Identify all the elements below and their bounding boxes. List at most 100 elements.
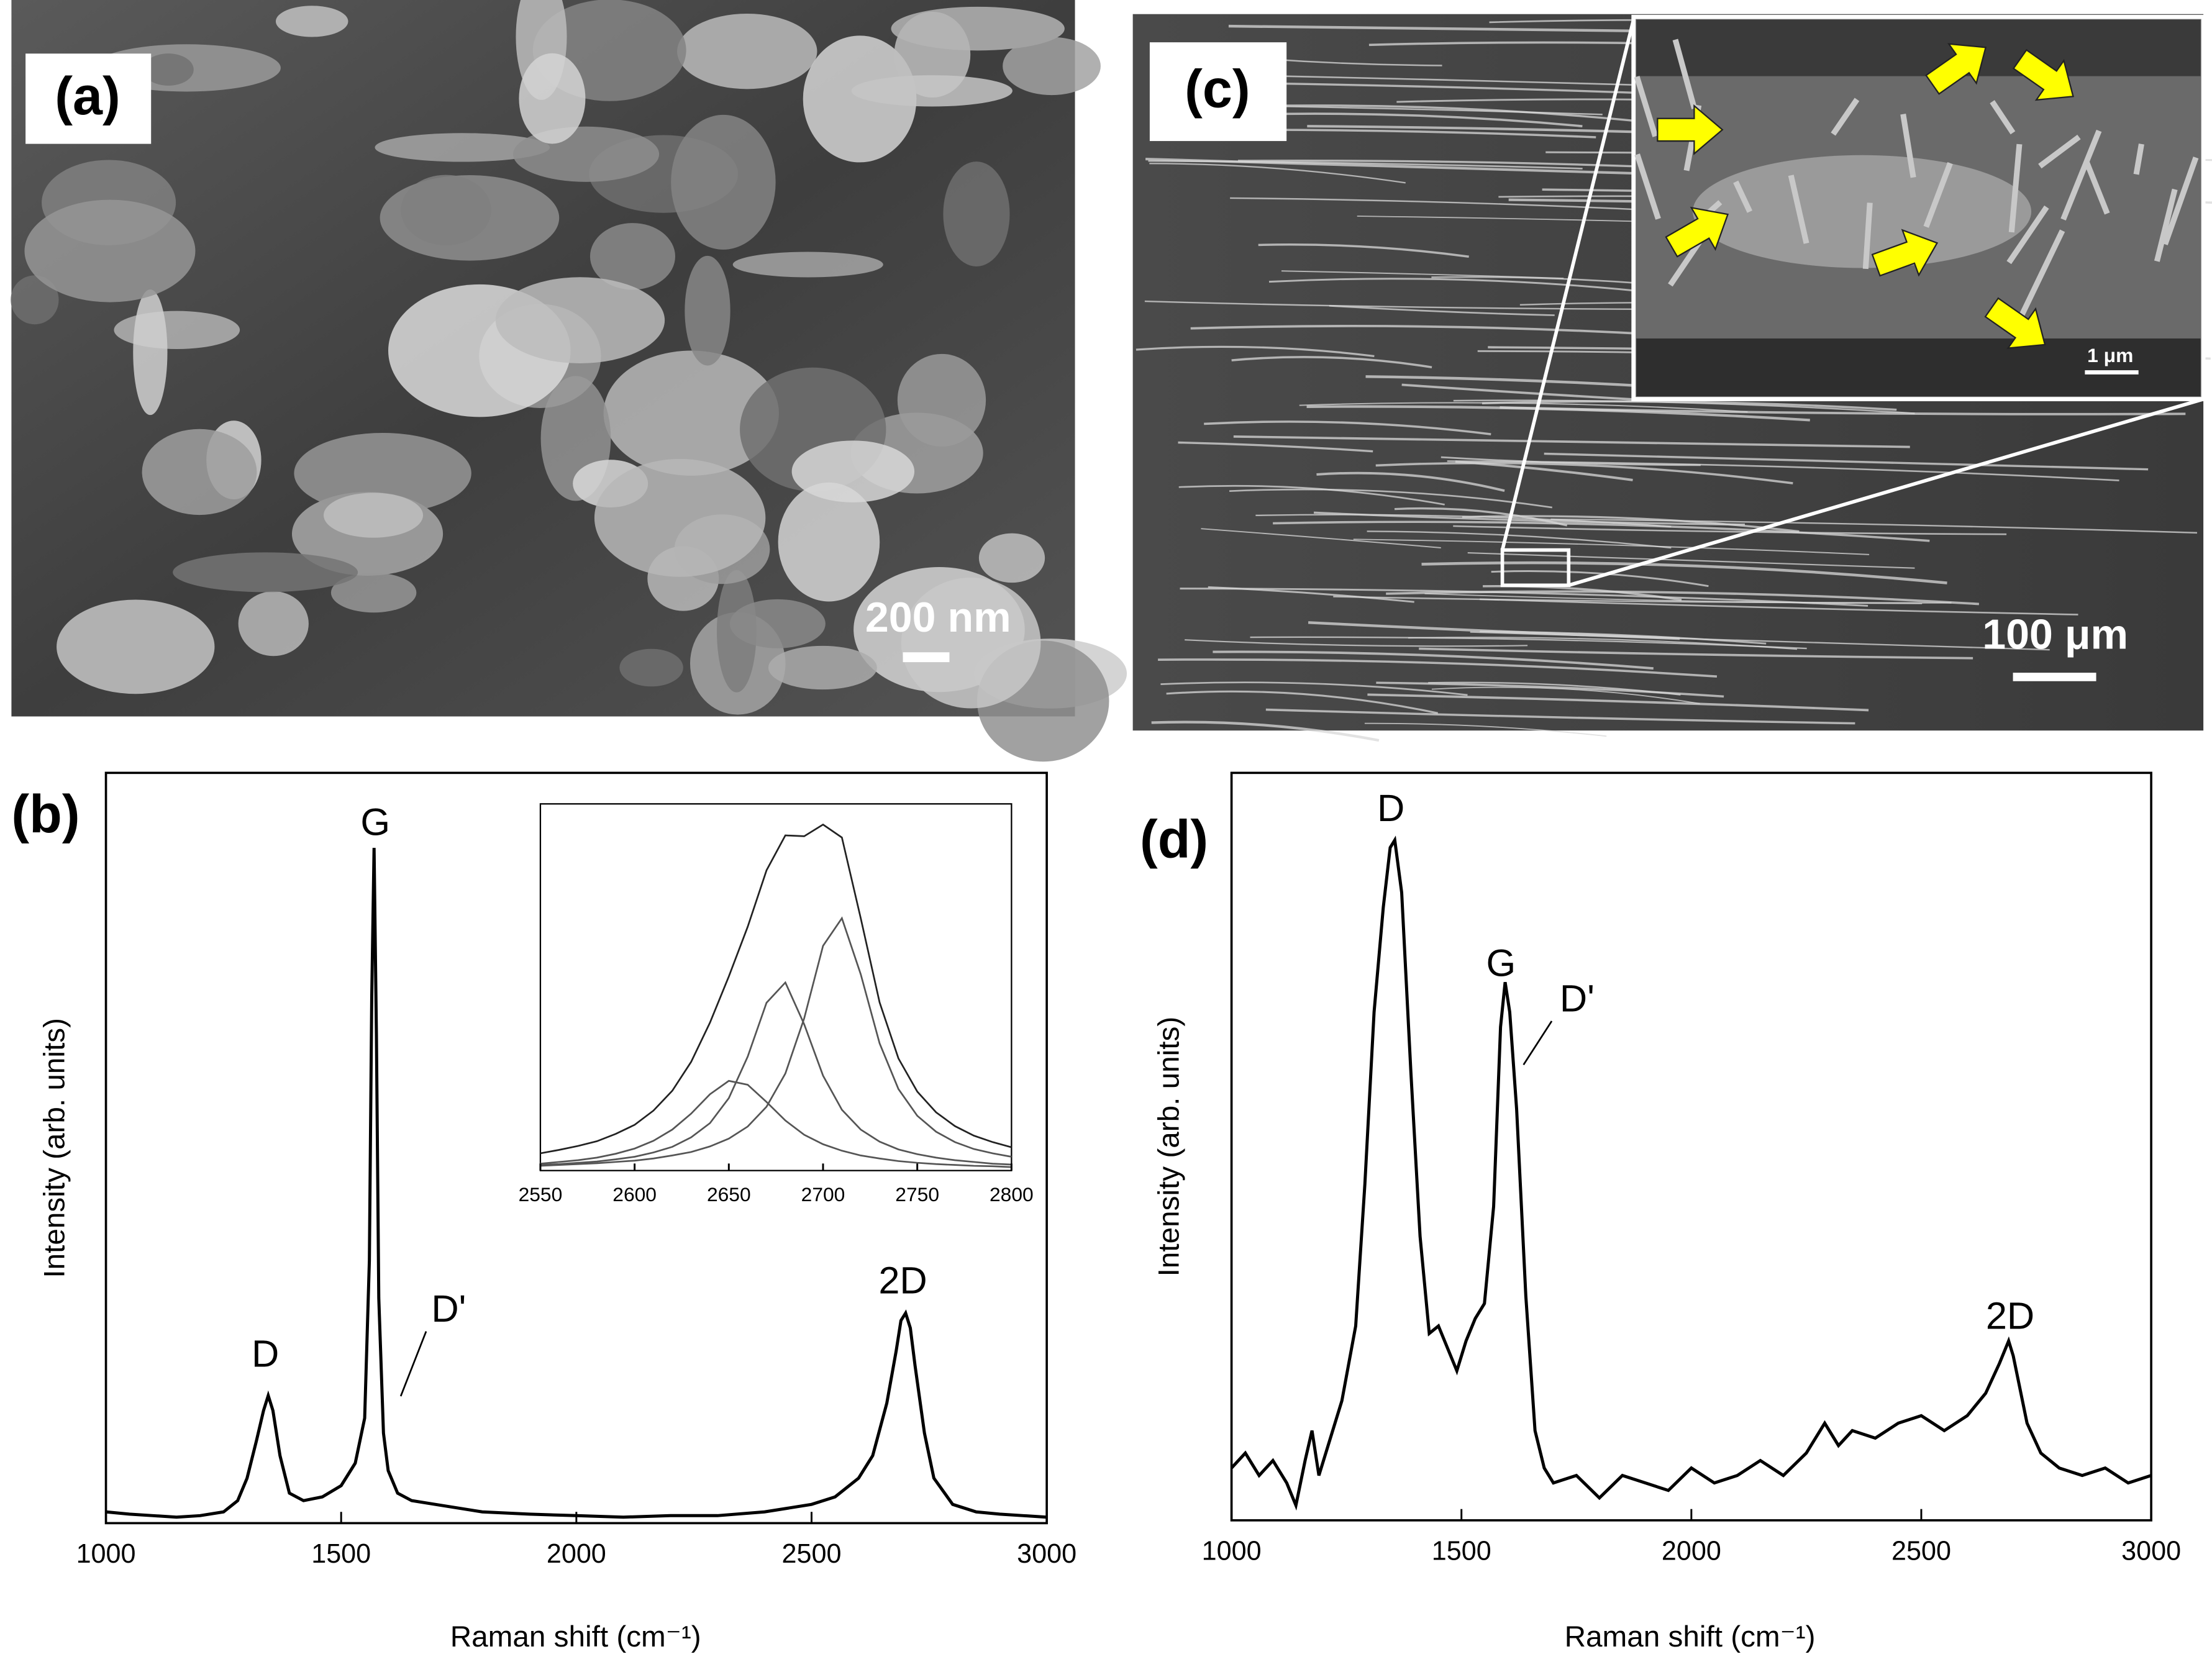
- sem-streak: [1453, 525, 2007, 535]
- sem-streak: [1428, 681, 1681, 696]
- peak-label: D': [431, 1288, 466, 1330]
- nanotube: [1672, 39, 1698, 109]
- sem-streak: [1308, 621, 1680, 640]
- sem-flake: [791, 440, 915, 502]
- x-tick-label: 1500: [311, 1539, 371, 1569]
- sem-flake: [803, 35, 917, 163]
- x-tick-label: 1000: [76, 1539, 136, 1569]
- sem-streak: [1136, 345, 1375, 358]
- arrow: [1871, 229, 1939, 277]
- peak-label: D: [252, 1333, 279, 1375]
- sem-streak: [1213, 650, 1654, 670]
- nanotube: [1900, 114, 1916, 178]
- plot-frame: [104, 771, 1048, 1525]
- spectrum-line: [540, 916, 1012, 1167]
- spectrum-line: [540, 824, 1012, 1155]
- x-tick-label: 2750: [895, 1183, 939, 1206]
- plot-frame: [1230, 771, 2152, 1522]
- inset-feature: [1693, 155, 2032, 268]
- sem-flake: [133, 289, 168, 416]
- sem-streak: [1367, 530, 1672, 549]
- y-axis-label: Intensity (arb. units): [39, 1018, 71, 1278]
- sem-streak: [1166, 690, 1439, 714]
- nanotube: [2006, 205, 2049, 265]
- arrow: [1657, 104, 1724, 155]
- sem-flake: [671, 114, 776, 250]
- x-tick-label: 2700: [801, 1183, 845, 1206]
- sem-streak: [1149, 163, 1406, 184]
- panel-label: (a): [55, 66, 120, 126]
- peak-label: G: [360, 801, 390, 843]
- sem-flake: [768, 645, 877, 690]
- sem-streak: [1144, 300, 1705, 311]
- sem-streak: [1265, 708, 1855, 725]
- nanotube: [2018, 229, 2065, 318]
- sem-streak: [1229, 488, 1552, 509]
- sem-streak: [1145, 157, 1641, 175]
- sem-streak: [1151, 720, 1380, 742]
- peak-leader: [399, 1331, 427, 1397]
- arrow: [1925, 43, 1987, 95]
- sem-flake: [594, 458, 766, 577]
- sem-flake: [519, 53, 586, 144]
- sem-inset: [1631, 14, 2206, 402]
- sem-flake: [901, 577, 1041, 709]
- nanotube: [2162, 157, 2199, 245]
- sem-streak: [1431, 276, 1651, 285]
- nanotube: [1733, 180, 1753, 213]
- sem-streak: [1424, 593, 1923, 604]
- peak-label: 2D: [1986, 1294, 2034, 1337]
- sem-flake: [891, 6, 1065, 51]
- nanotube: [2083, 160, 2110, 215]
- sem-flake: [323, 493, 424, 538]
- y-axis-label: Intensity (arb. units): [1153, 1017, 1186, 1277]
- sem-flake: [851, 75, 1013, 107]
- x-tick-label: 1000: [1202, 1536, 1262, 1566]
- x-tick-label: 2550: [519, 1183, 563, 1206]
- sem-streak: [1258, 243, 1469, 258]
- sem-flake: [330, 573, 417, 613]
- sem-streak: [1491, 570, 1709, 588]
- x-tick-label: 2500: [782, 1539, 842, 1569]
- x-axis-label: Raman shift (cm⁻¹): [450, 1620, 701, 1653]
- scale-bar-label: 100 μm: [1982, 611, 2128, 658]
- x-tick-label: 2600: [612, 1183, 657, 1206]
- spectrum-line: [540, 981, 1012, 1166]
- spectrum-line: [106, 848, 1047, 1519]
- plots: 1000 1500 2000 2500 3000 (b) Raman shift (cm⁻¹…: [11, 771, 2181, 1653]
- sem-flake: [238, 591, 309, 656]
- sem-streak: [1180, 588, 1868, 607]
- sem-image-a: [11, 0, 1127, 762]
- sem-streak: [1160, 681, 1468, 696]
- sem-flake: [375, 133, 550, 162]
- panel-label: (c): [1185, 60, 1250, 119]
- sem-streak: [1544, 452, 2149, 471]
- sem-streak: [1353, 538, 1870, 555]
- scale-bar-label: 200 nm: [865, 594, 1011, 641]
- sem-flake: [11, 275, 59, 325]
- sem-streak: [1178, 441, 1373, 453]
- inset-edge: [1636, 19, 2201, 76]
- sem-flake: [401, 175, 491, 245]
- sem-flake: [603, 350, 779, 476]
- sem-flake: [24, 199, 196, 302]
- sem-streak: [1273, 520, 1930, 542]
- sem-flake: [173, 552, 358, 593]
- arrow: [1984, 297, 2046, 349]
- nanotube: [1862, 202, 1873, 270]
- sem-flake: [619, 648, 683, 687]
- label-box: [25, 53, 152, 144]
- nanotube: [2038, 134, 2081, 169]
- sem-flake: [677, 14, 817, 89]
- x-tick-label: 3000: [1017, 1539, 1076, 1569]
- sem-streak: [1201, 528, 1441, 548]
- sem-flake: [142, 429, 257, 516]
- sem-flake: [143, 53, 194, 86]
- arrow: [2012, 48, 2074, 101]
- plot-frame: [539, 803, 1013, 1171]
- scale-bar-label: 1 μm: [2087, 344, 2133, 366]
- nanotube: [1831, 98, 1860, 136]
- sem-streak: [1408, 637, 1798, 650]
- spectrum-line: [540, 1079, 1012, 1168]
